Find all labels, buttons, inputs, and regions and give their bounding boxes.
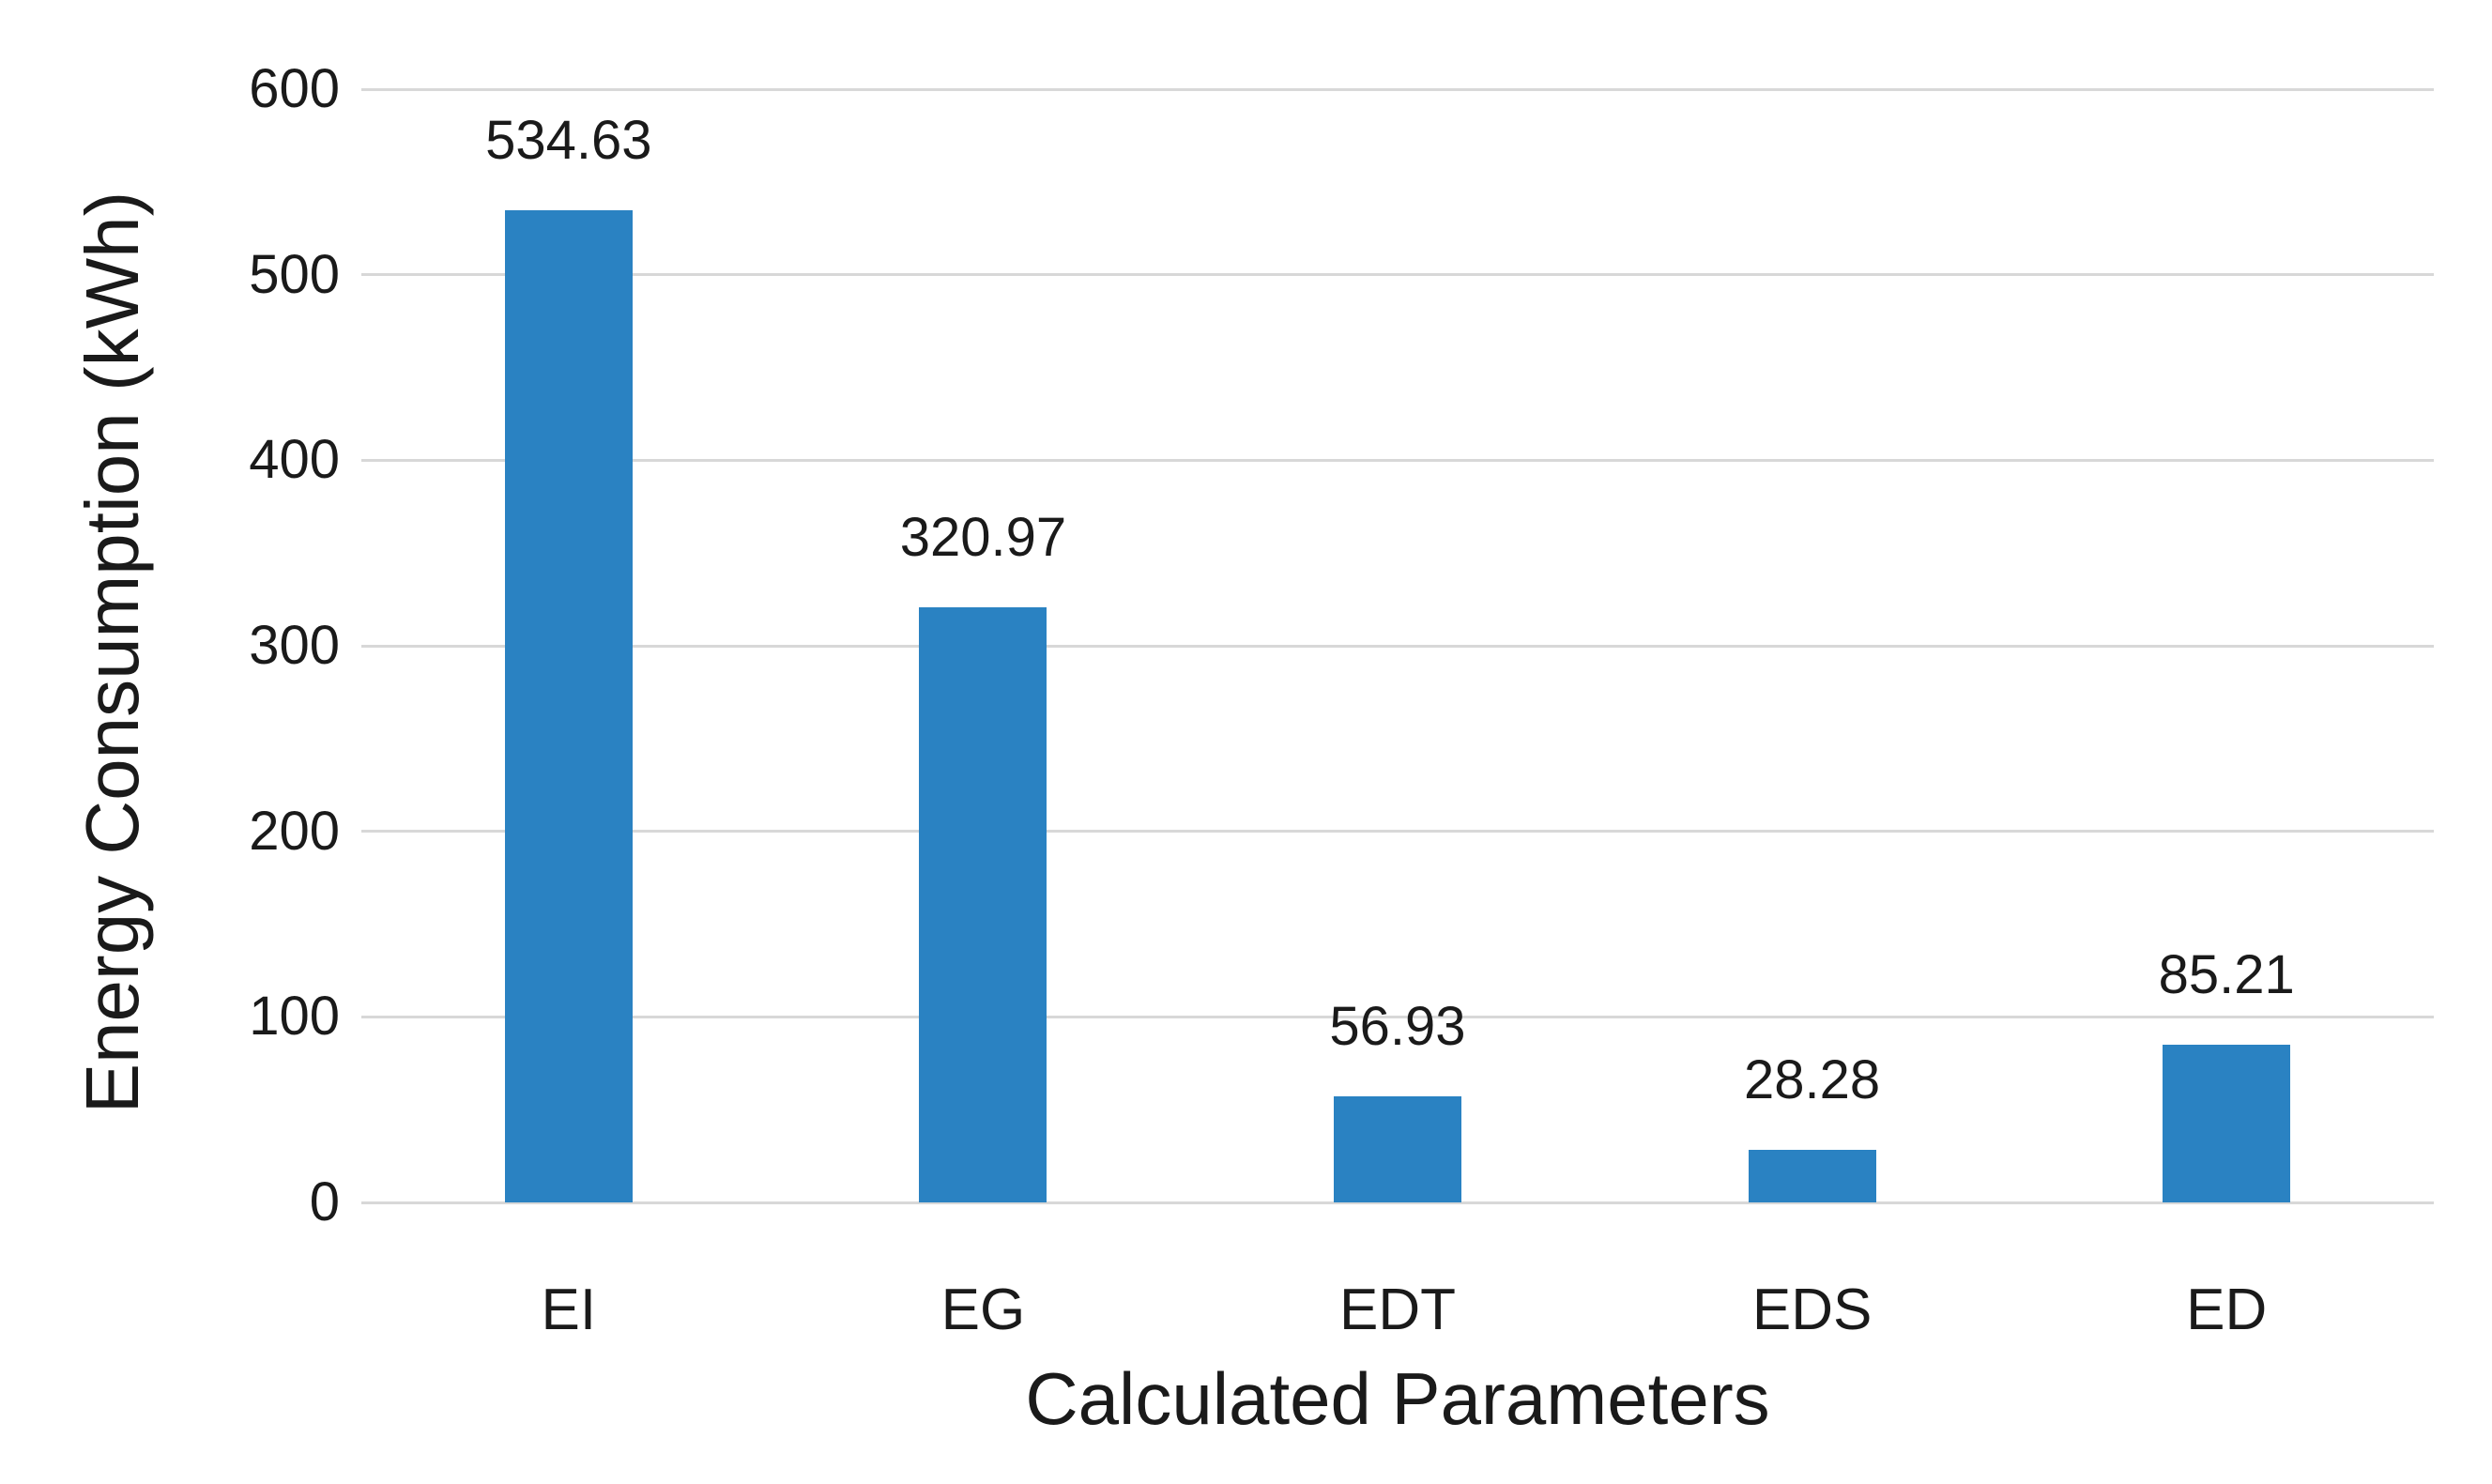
- bar-value-label-EG: 320.97: [899, 506, 1067, 568]
- bar-EDT: [1333, 1096, 1461, 1202]
- bar-column-EDS: 28.28: [1605, 89, 2020, 1202]
- y-tick-label-500: 500: [249, 243, 340, 305]
- bar-column-EDT: 56.93: [1190, 89, 1605, 1202]
- x-tick-label-EI: EI: [541, 1277, 597, 1342]
- bar-column-EI: 534.63: [361, 89, 776, 1202]
- x-axis-title: Calculated Parameters: [1025, 1357, 1770, 1440]
- y-tick-label-400: 400: [249, 429, 340, 491]
- bar-value-label-ED: 85.21: [2158, 943, 2295, 1005]
- x-tick-label-EG: EG: [940, 1277, 1026, 1342]
- bar-EDS: [1748, 1150, 1876, 1202]
- gridline-400: [361, 458, 2434, 462]
- x-tick-label-EDS: EDS: [1751, 1277, 1873, 1342]
- gridline-600: [361, 87, 2434, 91]
- gridline-100: [361, 1015, 2434, 1018]
- plot-area: 534.63 320.97 56.93 28.28 85.21: [361, 87, 2434, 1204]
- y-tick-label-300: 300: [249, 615, 340, 676]
- bar-EG: [919, 606, 1047, 1202]
- bar-EI: [504, 210, 633, 1202]
- bar-value-label-EI: 534.63: [485, 110, 652, 172]
- y-tick-label-200: 200: [249, 800, 340, 862]
- x-tick-label-EDT: EDT: [1338, 1277, 1456, 1342]
- x-tick-label-ED: ED: [2186, 1277, 2268, 1342]
- bar-value-label-EDT: 56.93: [1329, 996, 1466, 1058]
- gridline-200: [361, 830, 2434, 834]
- bar-ED: [2163, 1044, 2291, 1202]
- bar-column-ED: 85.21: [2019, 89, 2434, 1202]
- bar-column-EG: 320.97: [776, 89, 1191, 1202]
- y-tick-label-600: 600: [249, 58, 340, 119]
- y-tick-label-0: 0: [309, 1171, 340, 1232]
- gridline-500: [361, 273, 2434, 277]
- gridline-0: [361, 1201, 2434, 1204]
- y-tick-label-100: 100: [249, 986, 340, 1048]
- bar-value-label-EDS: 28.28: [1744, 1049, 1881, 1111]
- gridline-300: [361, 644, 2434, 648]
